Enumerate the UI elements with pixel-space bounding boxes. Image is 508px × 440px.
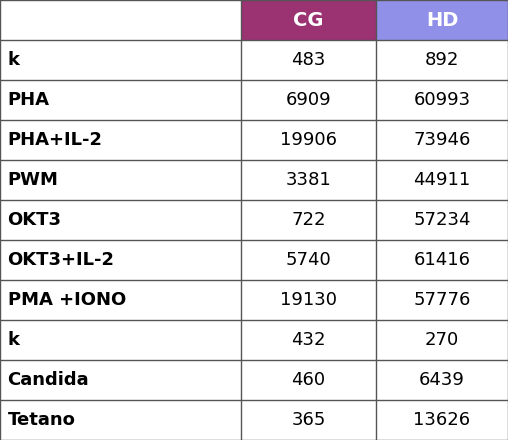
Text: 13626: 13626 [414,411,470,429]
Text: 432: 432 [292,331,326,349]
Text: OKT3+IL-2: OKT3+IL-2 [8,251,115,269]
Text: 6909: 6909 [286,91,331,109]
Text: 6439: 6439 [419,371,465,389]
Text: 483: 483 [292,51,326,69]
Text: 892: 892 [425,51,459,69]
Text: 460: 460 [292,371,326,389]
Bar [241,0,376,40]
Text: 5740: 5740 [285,251,332,269]
Text: 19906: 19906 [280,131,337,149]
Text: OKT3: OKT3 [8,211,61,229]
Text: PWM: PWM [8,171,58,189]
Text: HD: HD [426,11,458,29]
Text: 3381: 3381 [285,171,332,189]
Text: 722: 722 [292,211,326,229]
Text: 73946: 73946 [414,131,470,149]
Text: 60993: 60993 [414,91,470,109]
Text: 19130: 19130 [280,291,337,309]
Text: PMA +IONO: PMA +IONO [8,291,126,309]
Bar [376,0,508,40]
Text: PHA: PHA [8,91,50,109]
Text: 270: 270 [425,331,459,349]
Text: k: k [8,331,20,349]
Text: Candida: Candida [8,371,89,389]
Text: 365: 365 [292,411,326,429]
Text: 61416: 61416 [414,251,470,269]
Text: PHA+IL-2: PHA+IL-2 [8,131,103,149]
Text: 57776: 57776 [414,291,470,309]
Text: CG: CG [293,11,324,29]
Text: k: k [8,51,20,69]
Text: Tetano: Tetano [8,411,76,429]
Text: 57234: 57234 [413,211,471,229]
Text: 44911: 44911 [414,171,470,189]
